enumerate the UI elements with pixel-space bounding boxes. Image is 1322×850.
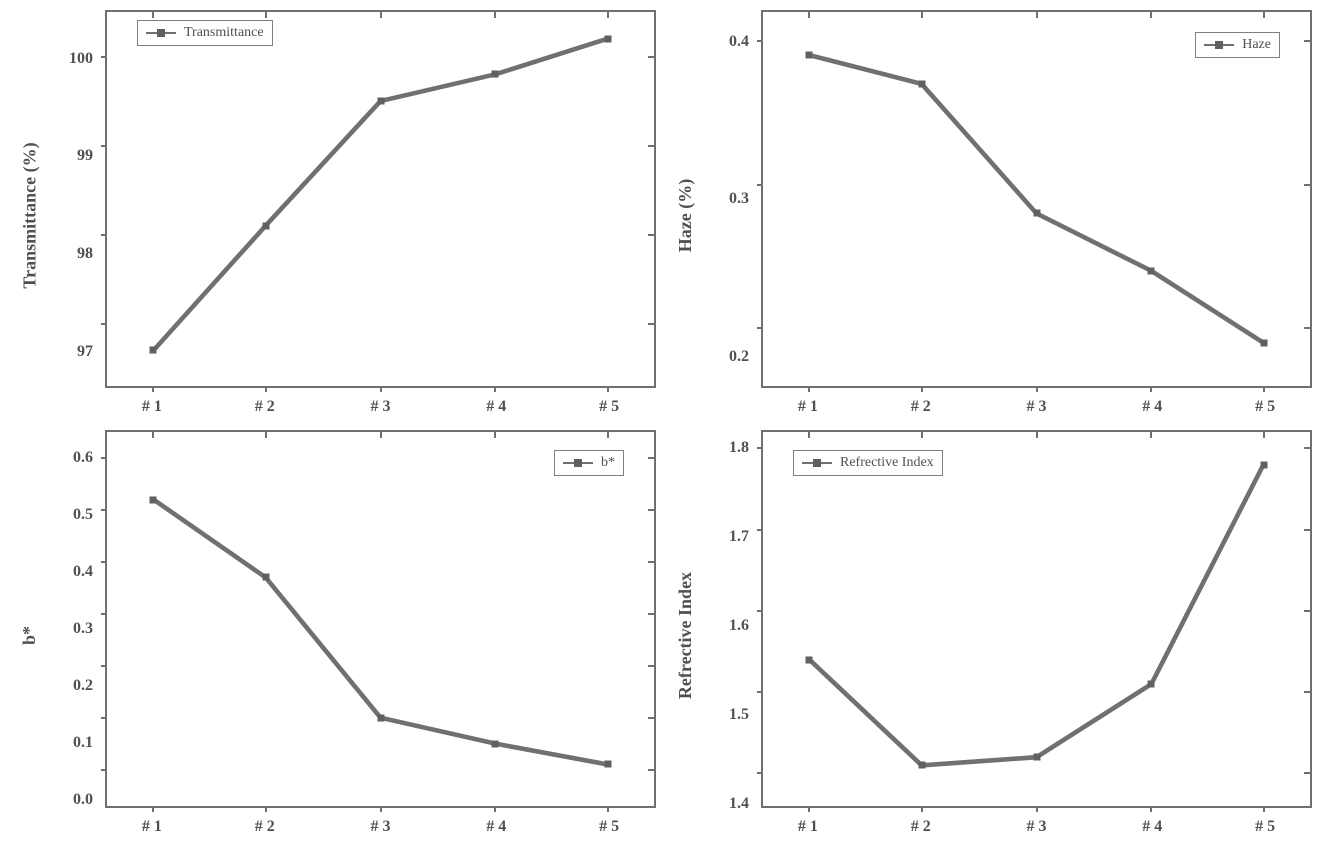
xtick-label: # 3 [371, 818, 391, 836]
legend-label: Haze [1242, 37, 1271, 53]
data-marker [1260, 461, 1267, 468]
xtick-label: # 5 [599, 398, 619, 416]
xtick-label: # 5 [1255, 398, 1275, 416]
data-marker [918, 762, 925, 769]
series-line [809, 55, 1263, 343]
chart-svg-refractive [763, 432, 1310, 806]
ytick-label: 0.5 [73, 506, 93, 524]
chart-svg-bstar [107, 432, 654, 806]
chart-svg-transmittance [107, 12, 654, 386]
series-line [809, 465, 1263, 766]
data-marker [492, 740, 499, 747]
series-line [153, 39, 607, 351]
data-marker [604, 761, 611, 768]
ytick-label: 0.3 [73, 620, 93, 638]
plot-area-bstar: b* [105, 430, 656, 808]
ytick-label: 100 [69, 50, 93, 68]
legend-marker-icon [1215, 41, 1223, 49]
xtick-label: # 3 [1027, 398, 1047, 416]
legend-line-icon [802, 462, 832, 464]
ytick-label: 0.4 [729, 33, 749, 51]
xtick-label: # 2 [911, 818, 931, 836]
ytick-label: 98 [77, 245, 93, 263]
ylabel-refractive: Refrective Index [676, 571, 697, 698]
xtick-label: # 4 [486, 818, 506, 836]
ylabel-transmittance: Transmittance (%) [20, 142, 41, 288]
panel-bstar: b* 0.0 0.1 0.2 0.3 0.4 0.5 0.6 b* # 1 # 2 # 3 # 4 # 5 [10, 430, 656, 840]
ytick-label: 0.2 [729, 348, 749, 366]
xtick-label: # 1 [142, 818, 162, 836]
ytick-label: 0.0 [73, 791, 93, 809]
ytick-label: 0.3 [729, 190, 749, 208]
data-marker [1033, 754, 1040, 761]
data-marker [1148, 267, 1155, 274]
data-marker [377, 98, 384, 105]
xtick-label: # 2 [911, 398, 931, 416]
legend-transmittance: Transmittance [137, 20, 273, 46]
legend-label: Refrective Index [840, 455, 934, 471]
data-marker [1033, 210, 1040, 217]
panel-haze: Haze (%) 0.2 0.3 0.4 Haze # 1 # 2 # 3 # 4 # 5 [666, 10, 1312, 420]
xtick-label: # 2 [255, 398, 275, 416]
data-marker [150, 496, 157, 503]
xtick-label: # 1 [798, 398, 818, 416]
ytick-label: 1.7 [729, 528, 749, 546]
xtick-label: # 3 [371, 398, 391, 416]
legend-marker-icon [574, 459, 582, 467]
data-marker [1148, 681, 1155, 688]
legend-bstar: b* [554, 450, 624, 476]
chart-grid: Transmittance (%) 97 98 99 100 Transmittance #… [10, 10, 1312, 840]
xtick-label: # 4 [1142, 818, 1162, 836]
ytick-label: 1.5 [729, 706, 749, 724]
data-marker [262, 222, 269, 229]
legend-marker-icon [157, 29, 165, 37]
xtick-label: # 1 [142, 398, 162, 416]
ytick-label: 0.6 [73, 449, 93, 467]
data-marker [806, 656, 813, 663]
plot-area-refractive: Refrective Index [761, 430, 1312, 808]
ytick-label: 0.2 [73, 677, 93, 695]
xtick-label: # 5 [599, 818, 619, 836]
legend-haze: Haze [1195, 32, 1280, 58]
data-marker [806, 52, 813, 59]
ylabel-bstar: b* [19, 625, 40, 644]
ytick-label: 99 [77, 147, 93, 165]
xtick-label: # 5 [1255, 818, 1275, 836]
plot-area-transmittance: Transmittance [105, 10, 656, 388]
data-marker [918, 80, 925, 87]
legend-marker-icon [813, 459, 821, 467]
series-line [153, 500, 607, 765]
plot-area-haze: Haze [761, 10, 1312, 388]
data-marker [604, 35, 611, 42]
ytick-label: 0.1 [73, 734, 93, 752]
xtick-label: # 4 [1142, 398, 1162, 416]
data-marker [492, 71, 499, 78]
panel-refractive: Refrective Index 1.4 1.5 1.6 1.7 1.8 Refrectiv… [666, 430, 1312, 840]
ytick-label: 97 [77, 343, 93, 361]
legend-line-icon [563, 462, 593, 464]
legend-line-icon [1204, 44, 1234, 46]
legend-label: b* [601, 455, 615, 471]
chart-svg-haze [763, 12, 1310, 386]
ytick-label: 1.4 [729, 795, 749, 813]
ytick-label: 1.8 [729, 439, 749, 457]
data-marker [377, 714, 384, 721]
legend-label: Transmittance [184, 25, 264, 41]
ylabel-haze: Haze (%) [676, 178, 697, 251]
panel-transmittance: Transmittance (%) 97 98 99 100 Transmittance #… [10, 10, 656, 420]
data-marker [262, 574, 269, 581]
data-marker [1260, 339, 1267, 346]
xtick-label: # 2 [255, 818, 275, 836]
ytick-label: 1.6 [729, 617, 749, 635]
xtick-label: # 4 [486, 398, 506, 416]
legend-refractive: Refrective Index [793, 450, 943, 476]
xtick-label: # 1 [798, 818, 818, 836]
ytick-label: 0.4 [73, 563, 93, 581]
xtick-label: # 3 [1027, 818, 1047, 836]
legend-line-icon [146, 32, 176, 34]
data-marker [150, 347, 157, 354]
